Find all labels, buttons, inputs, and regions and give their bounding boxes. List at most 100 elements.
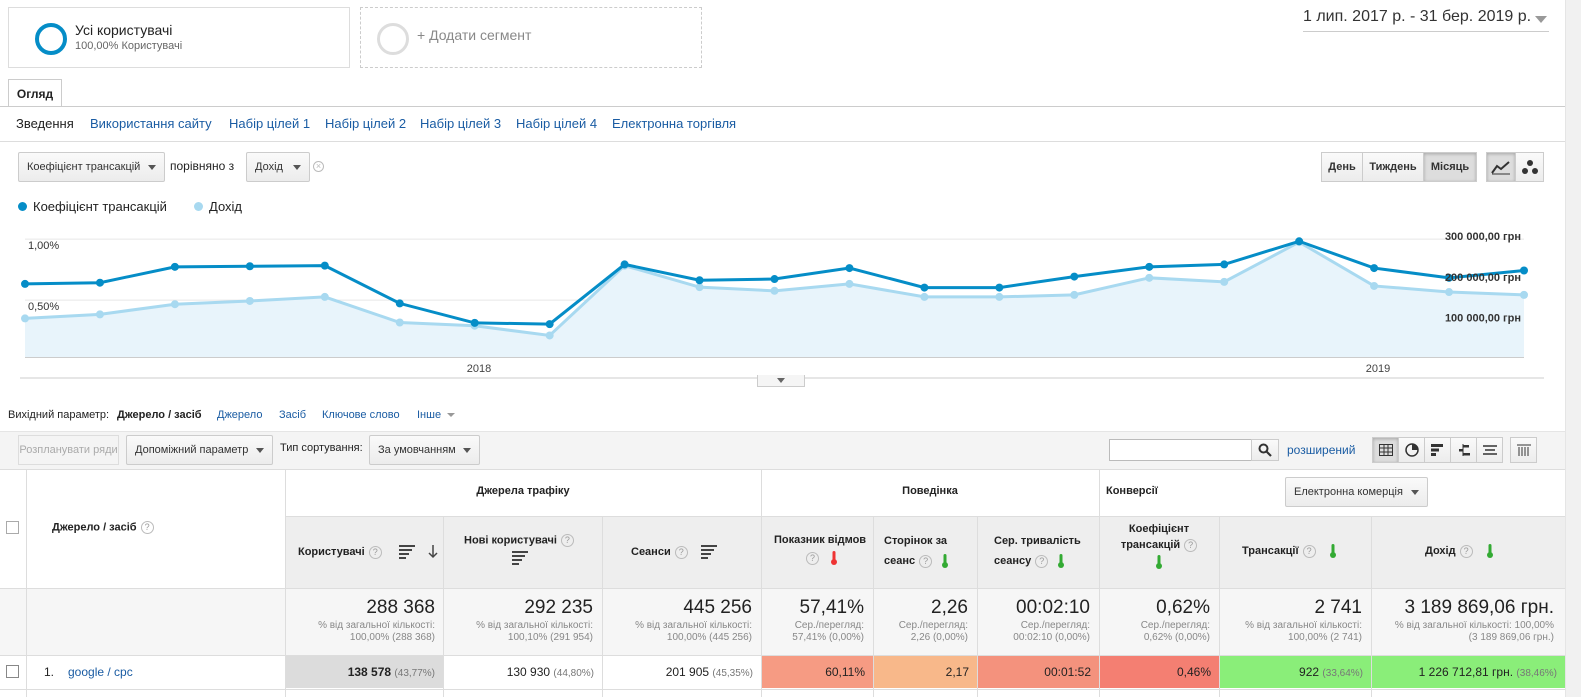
table-view-icon — [1378, 444, 1393, 456]
search-button[interactable] — [1251, 439, 1279, 461]
col-transactions-label: Трансакції — [1242, 544, 1299, 557]
total-revenue-sub: % від загальної кількості: 100,00% (3 189… — [1374, 620, 1554, 644]
view-comparison-button[interactable] — [1450, 437, 1477, 463]
row-new-users: 130 930 (44,80%) — [444, 656, 602, 688]
period-day-button[interactable]: День — [1321, 152, 1363, 182]
subnav-goal-set-2[interactable]: Набір цілей 2 — [325, 116, 407, 131]
col-header-bounce-rate[interactable]: Показник відмов? — [770, 531, 870, 567]
metric-1-select[interactable]: Коефіцієнт трансакцій — [18, 152, 165, 182]
row-sessions-pct: (45,35%) — [712, 668, 753, 679]
help-icon[interactable]: ? — [560, 534, 574, 547]
legend-series-2[interactable]: Дохід — [194, 199, 242, 214]
row-sessions-value: 201 905 — [665, 665, 710, 679]
plot-rows-button[interactable]: Розпланувати ряди — [18, 435, 119, 465]
sort-bars-icon — [512, 551, 528, 565]
term-cloud-icon — [1482, 445, 1497, 455]
segment-all-users[interactable]: Усі користувачі 100,00% Користувачі — [8, 7, 350, 68]
table-search-input[interactable] — [1109, 439, 1252, 461]
line-chart[interactable]: 1,00% 0,50% 300 000,00 грн 200 000,00 грн 10… — [0, 218, 1565, 388]
total-bounce-rate-sub: Сер./перегляд: 57,41% (0,00%) — [764, 620, 864, 644]
view-performance-button[interactable] — [1424, 437, 1451, 463]
help-icon[interactable]: ? — [1184, 538, 1198, 552]
period-week-button[interactable]: Тиждень — [1362, 152, 1424, 182]
point-conversion-rate — [395, 299, 404, 308]
col-header-pages-per-session[interactable]: Сторінок за сеанс? — [880, 531, 970, 571]
subnav-goal-set-4[interactable]: Набір цілей 4 — [516, 116, 598, 131]
secondary-dimension-select[interactable]: Допоміжний параметр — [126, 435, 273, 465]
help-icon[interactable]: ? — [368, 545, 382, 559]
point-dokhid — [1520, 290, 1528, 299]
dimension-column-header[interactable]: Джерело / засіб? — [52, 521, 154, 534]
compare-label: порівняно з — [170, 159, 235, 173]
conversion-type-select[interactable]: Електронна комерція — [1285, 477, 1428, 507]
view-term-cloud-button[interactable] — [1476, 437, 1503, 463]
metric-2-select[interactable]: Дохід — [246, 152, 310, 182]
secondary-dimension-label: Допоміжний параметр — [135, 444, 249, 456]
thermometer-green-icon — [1486, 544, 1493, 558]
col-header-revenue[interactable]: Дохід? — [1425, 544, 1545, 558]
period-month-button[interactable]: Місяць — [1423, 152, 1477, 182]
add-segment-button[interactable]: + Додати сегмент — [360, 7, 702, 68]
row-index: 1. — [44, 665, 55, 679]
row-transactions: 922 (33,64%) — [1220, 656, 1371, 688]
select-all-checkbox[interactable] — [6, 521, 19, 534]
total-sessions-sub1: % від загальної кількості: — [635, 620, 752, 631]
dimension-source[interactable]: Джерело — [217, 409, 263, 421]
subnav-ecommerce[interactable]: Електронна торгівля — [612, 116, 737, 131]
advanced-filter-link[interactable]: розширений — [1287, 443, 1356, 457]
help-icon[interactable]: ? — [805, 551, 819, 565]
help-icon[interactable]: ? — [1302, 544, 1316, 558]
subnav-site-usage[interactable]: Використання сайту — [90, 116, 212, 131]
point-conversion-rate — [1520, 266, 1528, 275]
legend-series-1[interactable]: Коефіцієнт трансакцій — [18, 199, 167, 214]
chart-collapse-handle[interactable] — [757, 375, 805, 387]
point-dokhid — [1370, 281, 1379, 290]
col-new-users-label: Нові користувачі — [464, 534, 557, 547]
tab-overview[interactable]: Огляд — [8, 79, 62, 107]
help-icon[interactable]: ? — [140, 521, 154, 534]
sort-descending-icon[interactable] — [428, 545, 438, 559]
row-transactions-pct: (33,64%) — [1322, 668, 1363, 679]
subnav-goal-set-3[interactable]: Набір цілей 3 — [420, 116, 502, 131]
col-header-sessions[interactable]: Сеанси? — [631, 544, 761, 560]
help-icon[interactable]: ? — [1459, 544, 1473, 558]
row-checkbox[interactable] — [6, 665, 19, 678]
date-range-picker[interactable]: 1 лип. 2017 р. - 31 бер. 2019 р. — [1303, 8, 1549, 32]
view-pivot-button[interactable] — [1510, 437, 1537, 463]
metric-1-label: Коефіцієнт трансакцій — [27, 161, 141, 173]
row-dimension-link[interactable]: google / cpc — [68, 665, 133, 679]
sort-type-select[interactable]: За умовчанням — [369, 435, 480, 465]
point-dokhid — [1070, 290, 1079, 299]
col-header-avg-session-duration[interactable]: Сер. тривалість сеансу? — [986, 531, 1094, 571]
col-header-conversion-rate[interactable]: Коефіцієнт трансакцій? — [1106, 521, 1212, 570]
total-revenue-sub2: (3 189 869,06 грн.) — [1468, 632, 1554, 643]
col-header-transactions[interactable]: Трансакції? — [1242, 544, 1367, 558]
data-table — [0, 469, 1565, 697]
dimension-source-medium[interactable]: Джерело / засіб — [117, 409, 202, 421]
page-scrollbar-track[interactable] — [1565, 0, 1581, 697]
line-chart-button[interactable] — [1486, 152, 1516, 182]
view-table-button[interactable] — [1372, 437, 1399, 463]
dimension-keyword[interactable]: Ключове слово — [322, 409, 400, 421]
subnav-goal-set-1[interactable]: Набір цілей 1 — [229, 116, 311, 131]
help-icon[interactable]: ? — [1035, 554, 1049, 568]
line-chart-icon — [1491, 161, 1510, 175]
chevron-down-icon — [447, 413, 456, 418]
chevron-down-icon — [256, 448, 264, 453]
dimension-other[interactable]: Інше — [417, 409, 456, 421]
col-header-new-users[interactable]: Нові користувачі? — [464, 534, 594, 569]
dimension-medium[interactable]: Засіб — [279, 409, 307, 421]
help-icon[interactable]: ? — [674, 545, 688, 559]
col-header-users[interactable]: Користувачі? — [298, 544, 443, 560]
motion-chart-button[interactable] — [1515, 152, 1544, 182]
point-conversion-rate — [170, 262, 179, 271]
bar-chart-icon — [1430, 444, 1443, 456]
remove-metric-icon[interactable]: × — [313, 161, 324, 172]
view-pie-button[interactable] — [1398, 437, 1425, 463]
x-tick-label: 2019 — [1366, 363, 1390, 375]
help-icon[interactable]: ? — [919, 554, 933, 568]
point-dokhid — [170, 300, 179, 309]
point-conversion-rate — [1295, 237, 1304, 246]
point-conversion-rate — [1445, 273, 1454, 282]
subnav-summary[interactable]: Зведення — [16, 116, 74, 131]
